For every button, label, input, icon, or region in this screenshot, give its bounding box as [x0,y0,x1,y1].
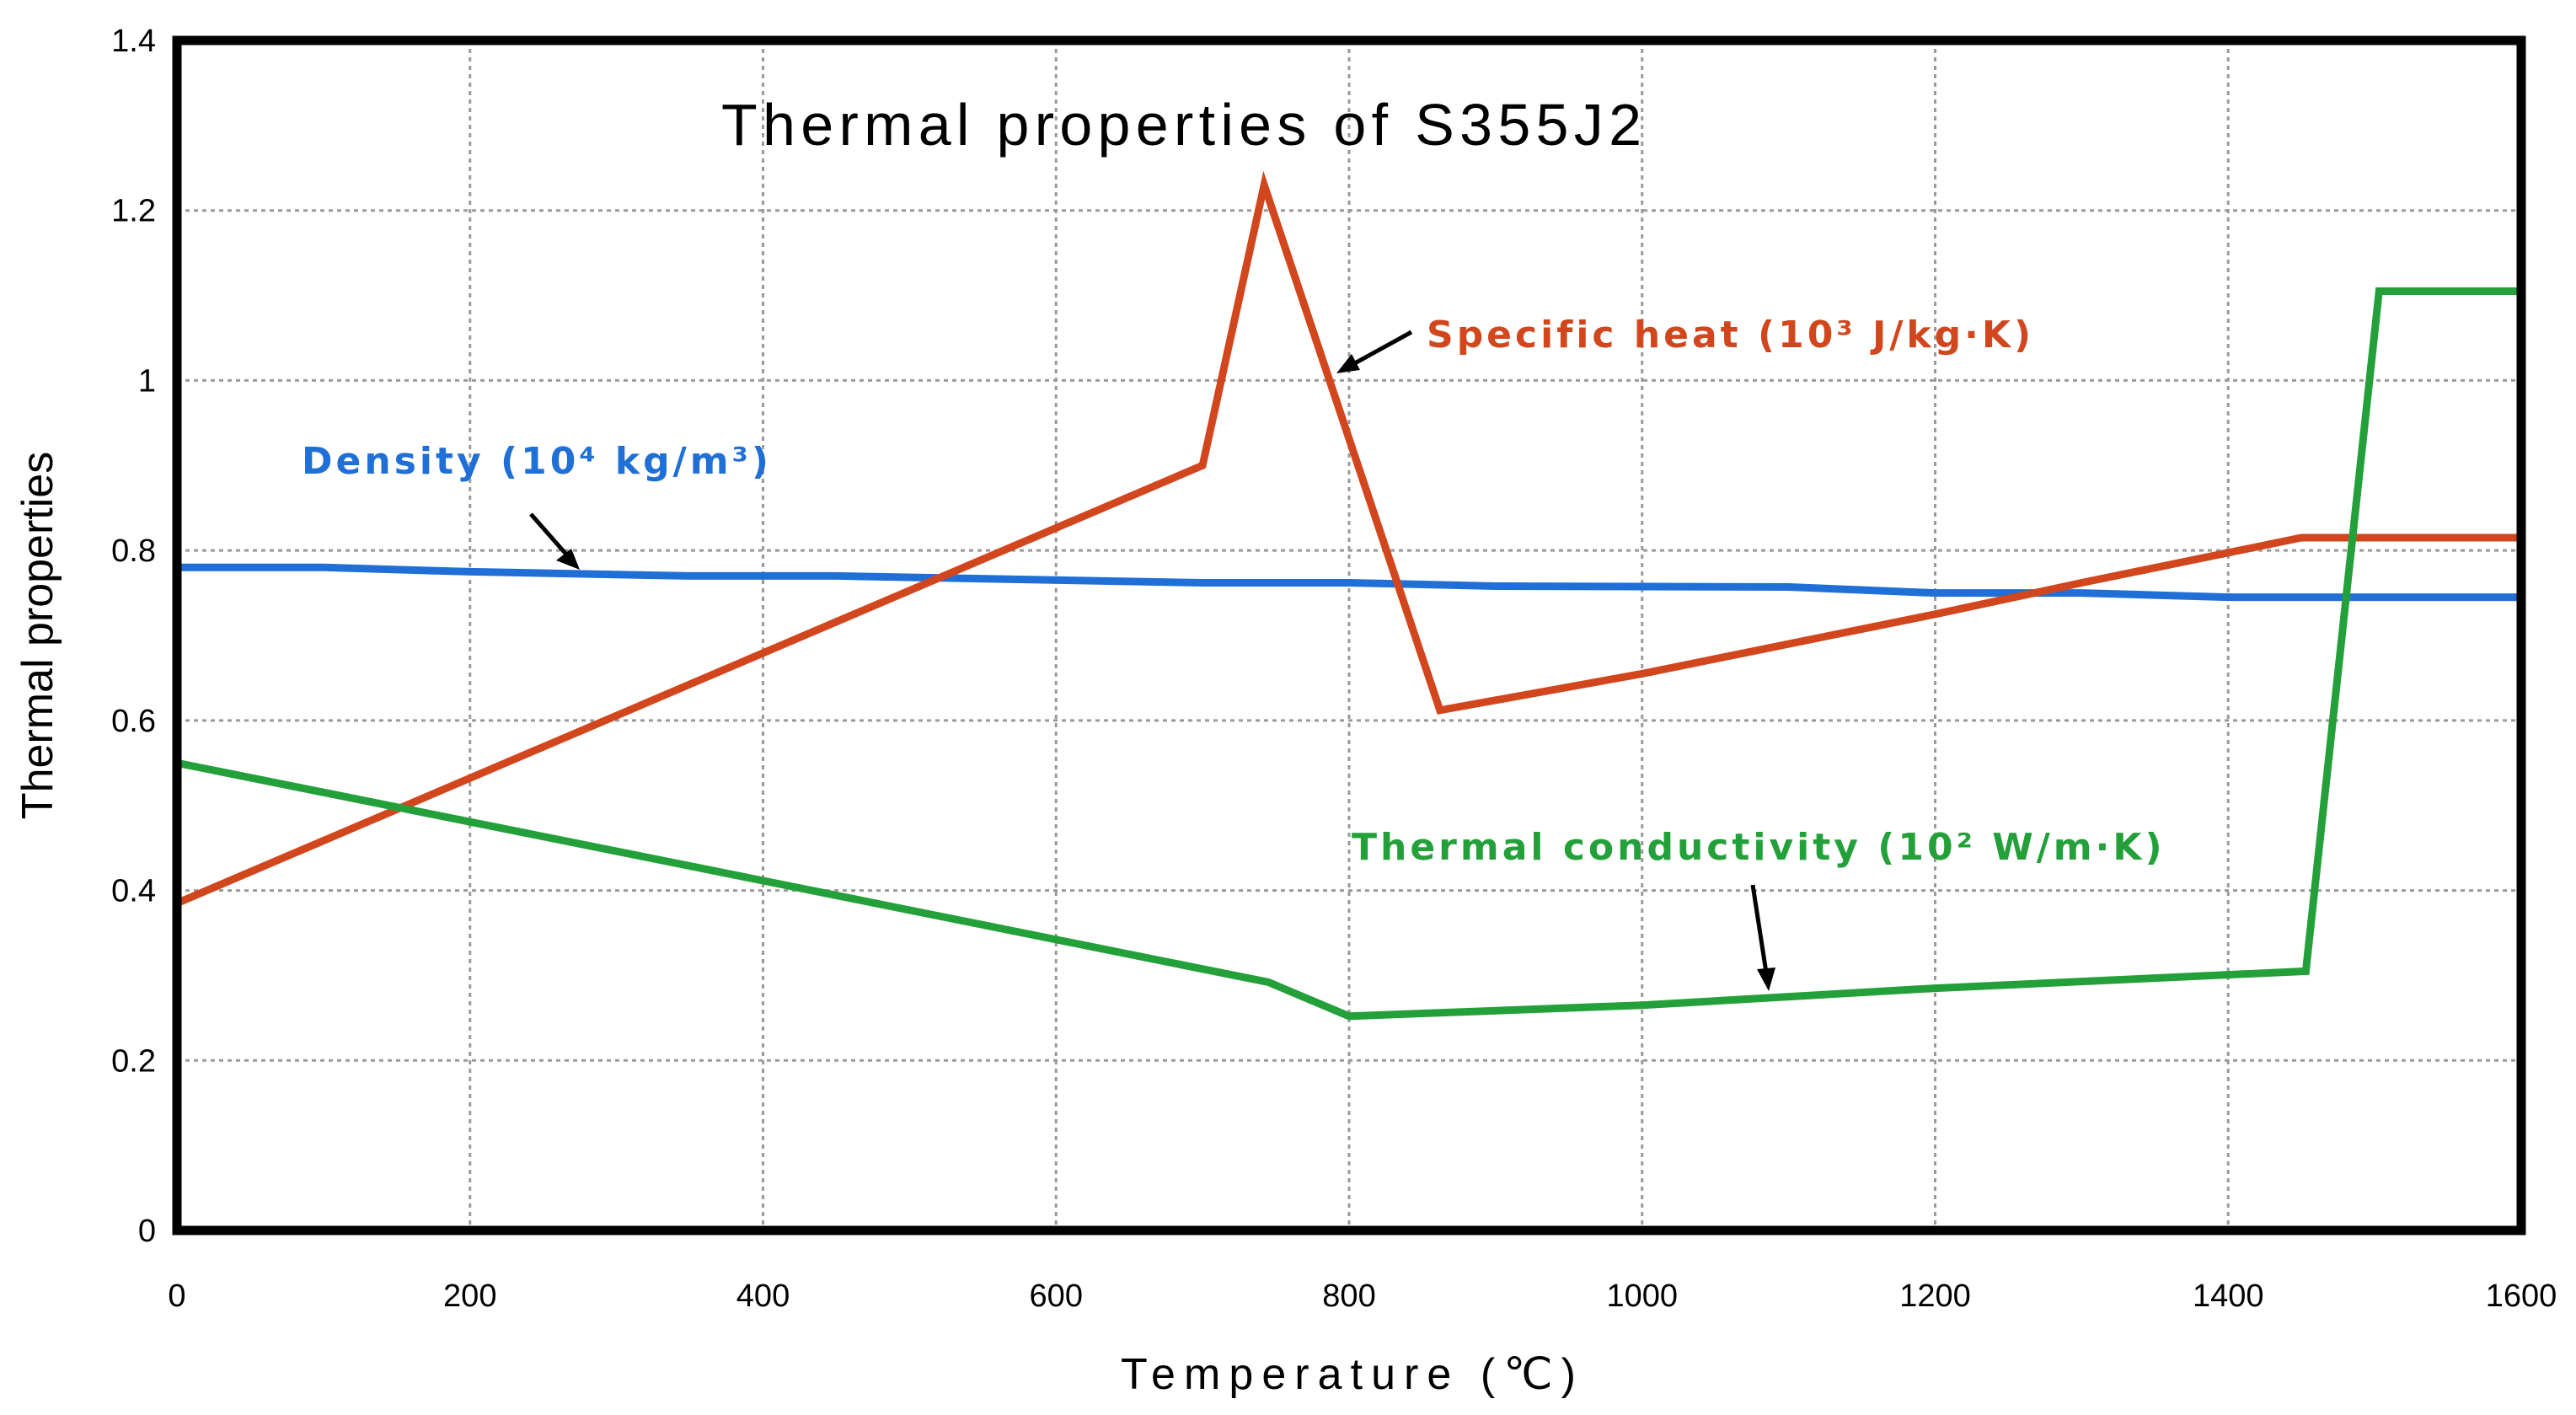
x-tick-label: 1600 [2486,1278,2557,1314]
specific-heat-label: Specific heat (10³ J/kg·K) [1427,314,2034,356]
y-axis-label: Thermal properties [13,452,62,819]
density-label: Density (10⁴ kg/m³) [302,440,772,483]
thermal-conductivity-arrow [1750,884,1775,991]
plot-frame [172,35,2526,1235]
series-lines [175,170,2521,1021]
grid [177,40,2521,1230]
x-tick-label: 1400 [2193,1278,2264,1314]
x-tick-label: 0 [168,1278,185,1314]
series-line-1 [175,170,2521,907]
series-line-0 [177,563,2521,602]
y-tick-label: 0.4 [111,874,156,909]
y-tick-labels: 0 0.2 0.4 0.6 0.8 1 1.2 1.4 [111,24,156,1249]
x-tick-label: 600 [1030,1278,1083,1314]
series-line-2 [176,287,2521,1021]
x-tick-label: 800 [1322,1278,1375,1314]
x-tick-labels: 0 200 400 600 800 1000 1200 1400 1600 [168,1278,2557,1314]
specific-heat-arrow [1336,330,1413,373]
x-tick-label: 1000 [1606,1278,1678,1314]
y-tick-label: 0 [138,1214,156,1249]
y-tick-label: 0.6 [111,704,156,739]
y-tick-label: 1 [138,363,156,399]
y-tick-label: 1.2 [111,194,156,229]
y-tick-label: 0.2 [111,1043,156,1079]
density-arrow [529,512,580,570]
thermal-conductivity-label: Thermal conductivity (10² W/m·K) [1352,826,2166,869]
chart-title: Thermal properties of S355J2 [721,92,1641,158]
x-tick-label: 1200 [1899,1278,1971,1314]
y-tick-label: 0.8 [111,533,156,569]
x-tick-label: 200 [443,1278,496,1314]
y-tick-label: 1.4 [111,24,156,59]
x-axis-label: Temperature (℃) [1121,1350,1576,1399]
x-tick-label: 400 [736,1278,790,1314]
